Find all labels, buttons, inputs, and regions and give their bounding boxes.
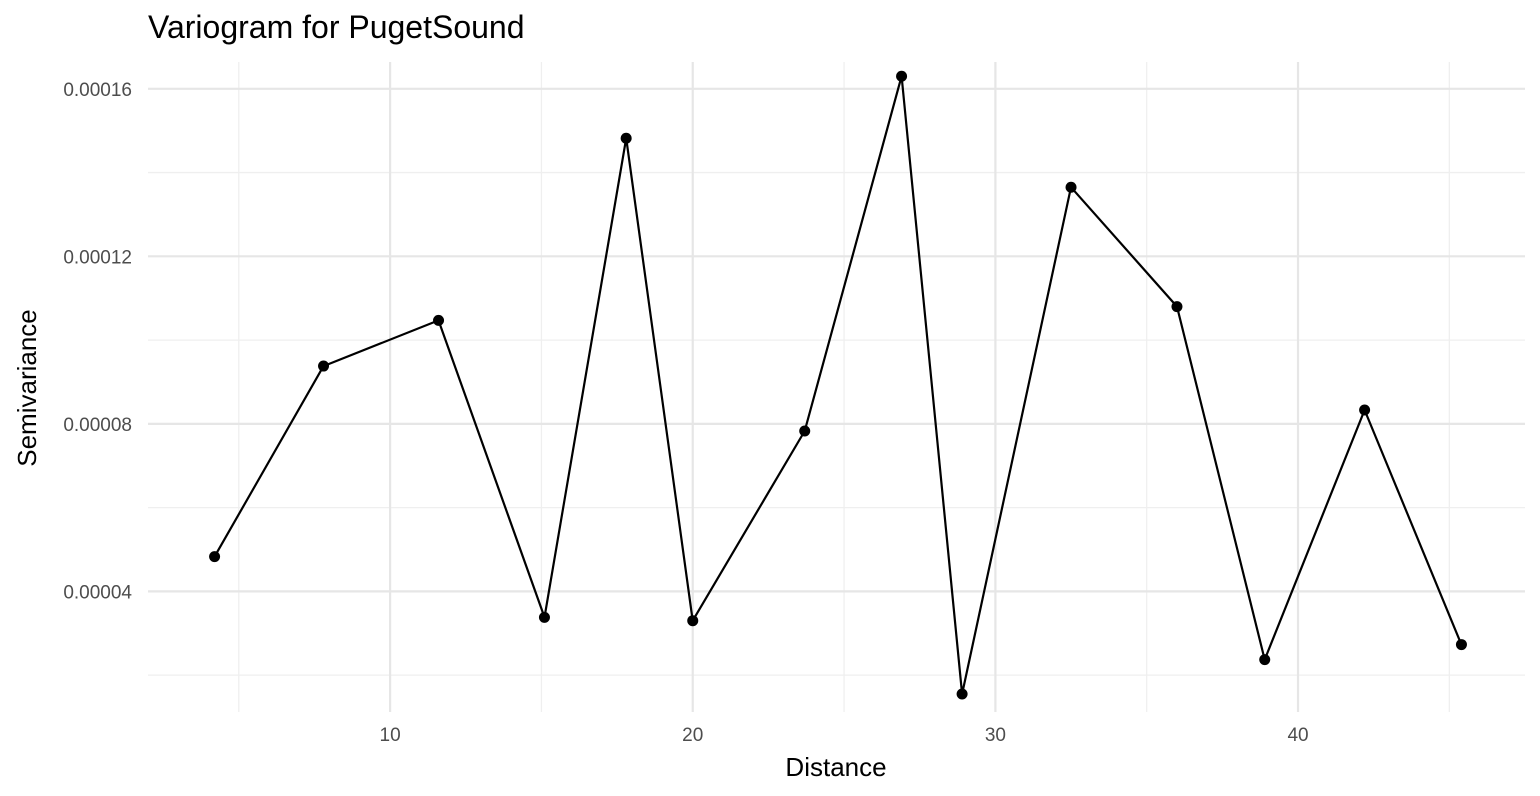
x-tick-label: 10 <box>380 725 401 746</box>
data-point <box>209 551 221 563</box>
x-tick-label: 40 <box>1287 725 1308 746</box>
data-point <box>433 314 445 326</box>
series-layer <box>209 70 1467 700</box>
data-point <box>896 70 908 82</box>
data-point <box>1171 301 1183 313</box>
y-tick-label: 0.00004 <box>63 582 132 603</box>
data-point <box>956 688 968 700</box>
data-point <box>1359 404 1371 416</box>
x-tick-label: 20 <box>682 725 703 746</box>
x-axis-title: Distance <box>785 752 886 782</box>
y-tick-label: 0.00012 <box>63 247 132 268</box>
data-point <box>1065 181 1077 193</box>
x-tick-labels: 10 20 30 40 <box>380 725 1309 746</box>
y-axis-title: Semivariance <box>12 309 42 467</box>
data-point <box>1455 639 1467 651</box>
major-gridlines <box>148 62 1525 712</box>
data-point <box>620 132 632 144</box>
y-tick-label: 0.00016 <box>63 80 132 101</box>
semivariance-line <box>213 75 1463 696</box>
chart-title: Variogram for PugetSound <box>148 9 525 45</box>
x-tick-label: 30 <box>985 725 1006 746</box>
minor-gridlines <box>148 62 1525 712</box>
data-point <box>318 360 330 372</box>
y-tick-labels: 0.00004 0.00008 0.00012 0.00016 <box>63 80 132 604</box>
data-point <box>799 425 811 437</box>
data-point <box>687 615 699 627</box>
y-tick-label: 0.00008 <box>63 415 132 436</box>
data-point <box>538 611 550 623</box>
data-point <box>1259 654 1271 666</box>
